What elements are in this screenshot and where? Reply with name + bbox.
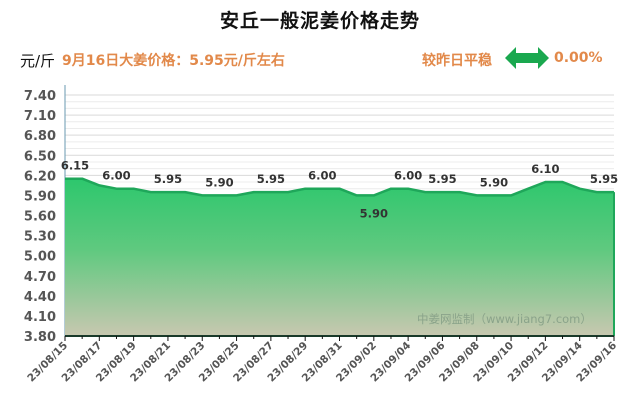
- watermark: 中姜网监制（www.jiang7.com）: [417, 312, 592, 326]
- data-label: 5.90: [480, 175, 508, 189]
- y-tick-label: 7.40: [24, 89, 56, 104]
- data-label: 6.00: [102, 169, 130, 183]
- y-tick-label: 7.10: [24, 109, 56, 124]
- compare-label: 较昨日平稳: [422, 53, 492, 69]
- left-right-arrow-icon: [505, 47, 549, 69]
- y-tick-label: 5.30: [24, 230, 56, 245]
- data-label: 5.95: [257, 172, 285, 186]
- data-label: 6.15: [61, 159, 89, 173]
- y-tick-label: 4.70: [24, 270, 56, 285]
- y-tick-label: 6.50: [24, 149, 56, 164]
- data-label: 6.00: [308, 169, 336, 183]
- data-label: 5.95: [428, 172, 456, 186]
- y-tick-label: 4.40: [24, 290, 56, 305]
- data-label: 5.90: [205, 175, 233, 189]
- data-label: 6.10: [531, 162, 559, 176]
- price-area: [65, 177, 615, 336]
- y-tick-label: 3.80: [24, 330, 56, 345]
- y-axis: 7.40 7.10 6.80 6.50 6.20 5.90 5.60 5.30 5.00 4.70…: [24, 85, 66, 345]
- x-axis: 23/08/1523/08/1723/08/1923/08/2123/08/23…: [25, 335, 619, 385]
- data-label: 5.95: [154, 172, 182, 186]
- y-tick-label: 4.10: [24, 310, 56, 325]
- y-tick-label: 6.20: [24, 169, 56, 184]
- price-summary: 9月16日大姜价格：5.95元/斤左右: [62, 53, 285, 69]
- change-percent: 0.00%: [554, 50, 603, 66]
- y-tick-label: 5.60: [24, 210, 56, 225]
- unit-label: 元/斤: [20, 52, 56, 70]
- data-label: 6.00: [394, 169, 422, 183]
- y-tick-label: 5.90: [24, 189, 56, 204]
- y-tick-label: 6.80: [24, 129, 56, 144]
- data-label: 5.90: [360, 206, 388, 220]
- chart-title: 安丘一般泥姜价格走势: [219, 10, 420, 32]
- y-tick-label: 5.00: [24, 250, 56, 265]
- data-labels: 6.15 6.00 5.95 5.90 5.95 6.00 5.90 6.00 5.95 5.90…: [61, 159, 618, 221]
- data-label: 5.95: [590, 172, 618, 186]
